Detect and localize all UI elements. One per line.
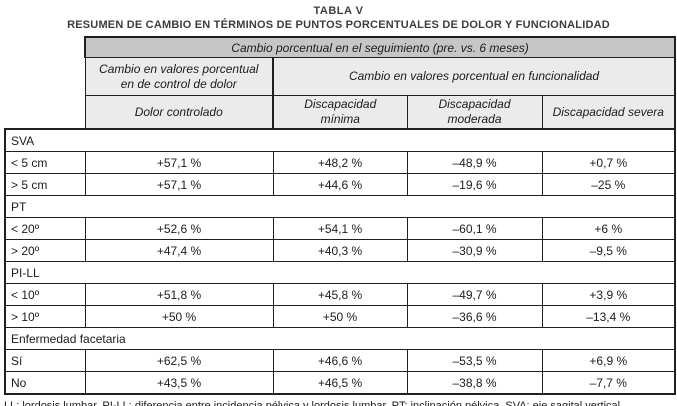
table-row: > 20º +47,4 % +40,3 % –30,9 % –9,5 % [4,239,677,262]
table-row: > 5 cm +57,1 % +44,6 % –19,6 % –25 % [4,173,677,196]
row-label: Sí [4,349,86,372]
table-number-title: TABLA V [313,5,364,17]
section-header-row: Enfermedad facetaria [3,327,677,350]
row-label: > 10º [4,305,86,328]
cell-value: +50 % [84,305,274,328]
cell-value: +57,1 % [84,173,274,196]
header-followup-change: Cambio porcentual en el seguimiento (pre… [83,36,677,58]
table-row: < 10º +51,8 % +45,8 % –49,7 % +3,9 % [4,283,677,306]
cell-value: –19,6 % [406,173,543,196]
cell-value: –53,5 % [406,349,543,372]
cell-value: +43,5 % [84,371,274,395]
header-functionality-group: Cambio en valores porcentual en funciona… [271,57,677,96]
column-header-discapacidad-moderada: Discapacidad moderada [406,95,543,130]
header-row-top: Cambio porcentual en el seguimiento (pre… [5,36,677,129]
cell-value: +48,2 % [272,151,408,174]
cell-value: –9,5 % [541,239,677,262]
cell-value: +3,9 % [541,283,677,306]
column-header-discapacidad-minima: Discapacidad mínima [272,95,408,130]
row-label: < 10º [4,283,86,306]
cell-value: –30,9 % [406,239,543,262]
header-pain-group: Cambio en valores porcentual en de contr… [84,57,274,96]
cell-value: +40,3 % [272,239,408,262]
cell-value: +6,9 % [541,349,677,372]
header-row-columns: Dolor controlado Discapacidad mínima Dis… [5,95,677,130]
row-label: > 20º [4,239,86,262]
cell-value: +45,8 % [272,283,408,306]
cell-value: +54,1 % [272,217,408,240]
cell-value: +51,8 % [84,283,274,306]
cell-value: –60,1 % [406,217,543,240]
table-row: Sí +62,5 % +46,6 % –53,5 % +6,9 % [4,349,677,372]
cell-value: +6 % [541,217,677,240]
table-row: < 20º +52,6 % +54,1 % –60,1 % +6 % [4,217,677,240]
cell-value: +52,6 % [84,217,274,240]
section-title-sva: SVA [3,128,677,152]
section-title-pt: PT [3,195,677,218]
table-row: No +43,5 % +46,5 % –38,8 % –7,7 % [4,371,677,395]
table-row: < 5 cm +57,1 % +48,2 % –48,9 % +0,7 % [4,151,677,174]
cell-value: +46,6 % [272,349,408,372]
section-header-row: SVA [3,128,677,152]
section-title-enfermedad-facetaria: Enfermedad facetaria [3,327,677,350]
table-footnote: LL: lordosis lumbar. PI-LL: diferencia e… [4,400,624,406]
corner-ghost-cell [5,37,85,129]
cell-value: +62,5 % [84,349,274,372]
section-title-pill: PI-LL [3,261,677,284]
cell-value: –38,8 % [406,371,543,395]
cell-value: +44,6 % [272,173,408,196]
cell-value: –13,4 % [541,305,677,328]
row-label: < 5 cm [4,151,86,174]
cell-value: +57,1 % [84,151,274,174]
cell-value: –48,9 % [406,151,543,174]
section-header-row: PT [3,195,677,218]
cell-value: +46,5 % [272,371,408,395]
cell-value: –7,7 % [541,371,677,395]
row-label: < 20º [4,217,86,240]
row-label: > 5 cm [4,173,86,196]
column-header-dolor-controlado: Dolor controlado [84,95,274,130]
cell-value: +0,7 % [541,151,677,174]
table-row: > 10º +50 % +50 % –36,6 % –13,4 % [4,305,677,328]
cell-value: –49,7 % [406,283,543,306]
table-caption: RESUMEN DE CAMBIO EN TÉRMINOS DE PUNTOS … [67,19,610,31]
row-label: No [4,371,86,395]
section-header-row: PI-LL [3,261,677,284]
cell-value: –25 % [541,173,677,196]
cell-value: +47,4 % [84,239,274,262]
cell-value: –36,6 % [406,305,543,328]
column-header-discapacidad-severa: Discapacidad severa [541,95,677,130]
cell-value: +50 % [272,305,408,328]
summary-table: Cambio porcentual en el seguimiento (pre… [3,36,677,395]
header-row-groups: Cambio en valores porcentual en de contr… [5,57,677,96]
